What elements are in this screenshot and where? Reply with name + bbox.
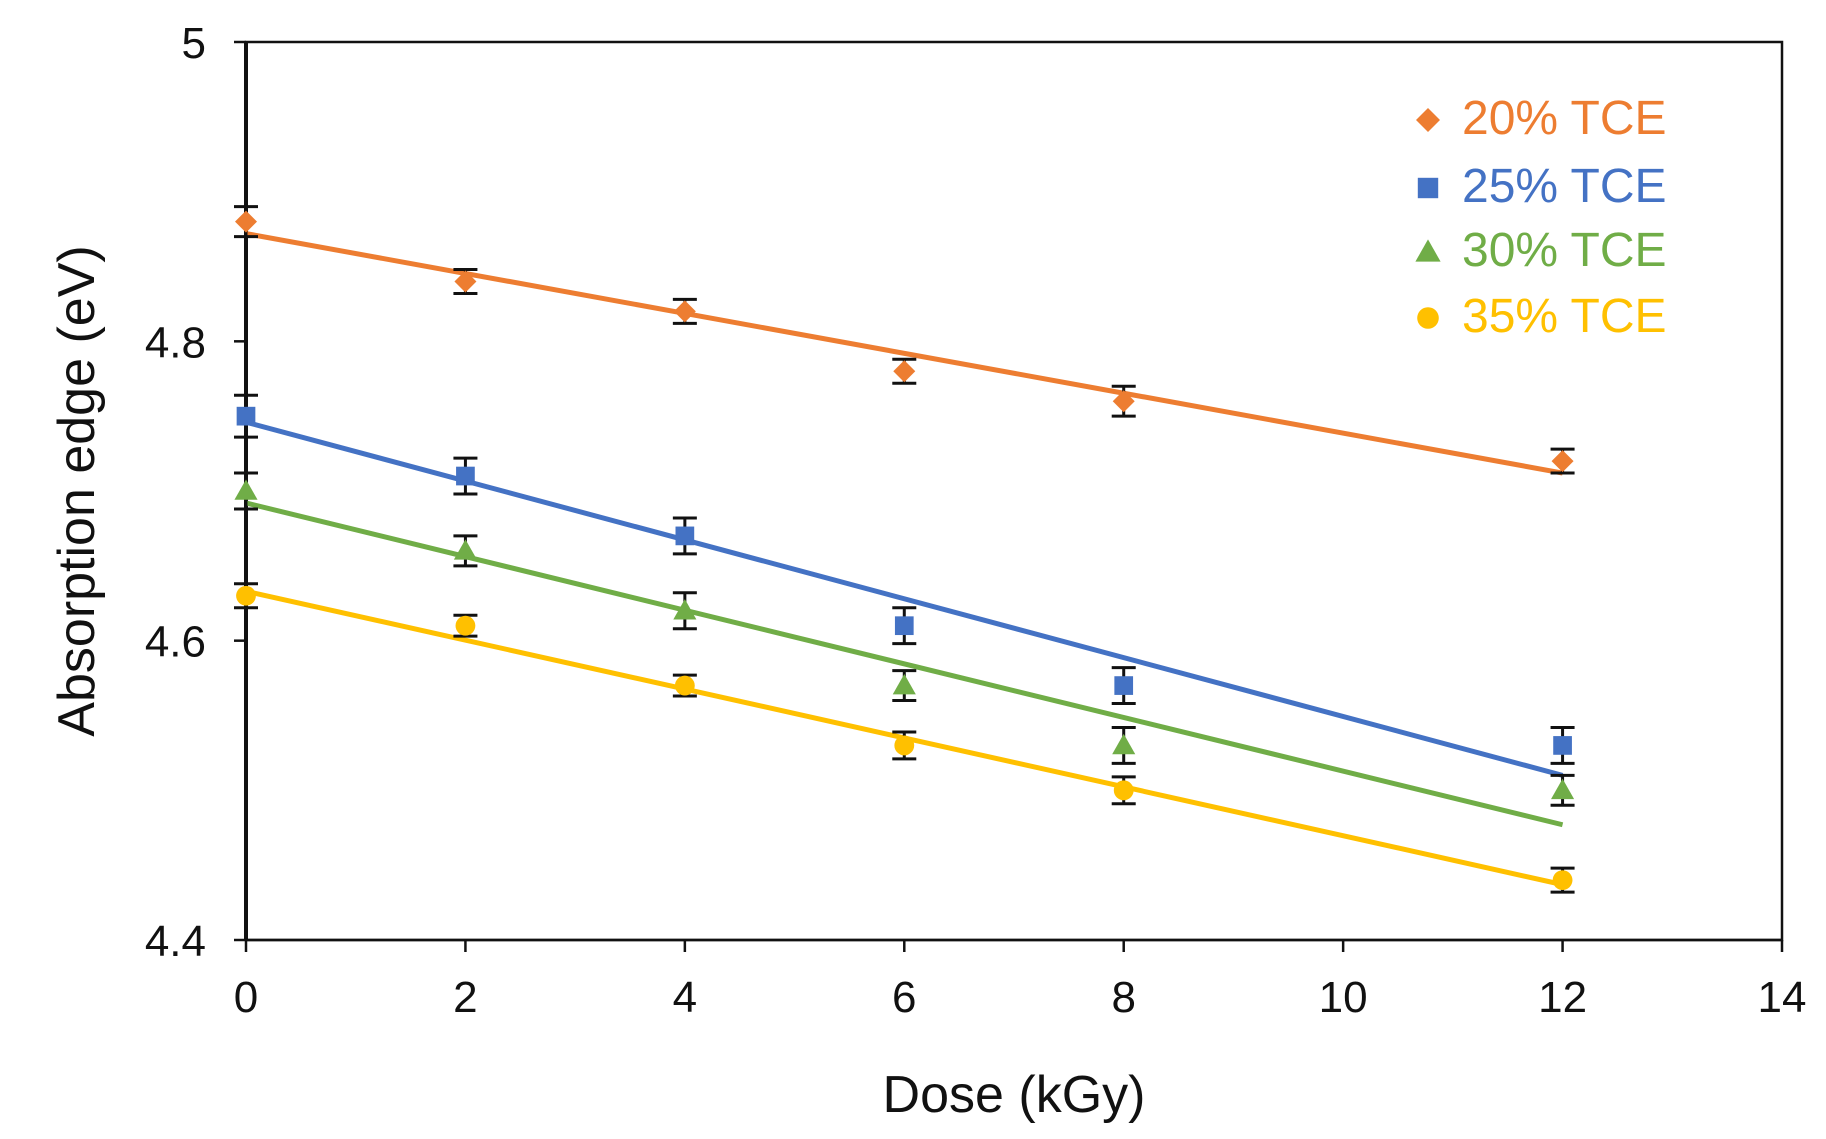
data-markers <box>234 210 1575 891</box>
point-35-tce <box>674 675 695 696</box>
fit-lines <box>245 231 1564 888</box>
point-35-tce <box>1113 780 1134 801</box>
point-30-tce <box>673 599 697 620</box>
point-35-tce <box>894 735 915 756</box>
x-axis-title: Dose (kGy) <box>883 1066 1146 1124</box>
fit-line-20-tce <box>245 231 1564 476</box>
y-axis-title: Absorption edge (eV) <box>48 245 106 736</box>
y-tick-label: 5 <box>182 19 206 68</box>
axis-ticks: 0 2 4 6 8 10 12 14 4.4 4.6 4.8 5 <box>145 19 1807 1022</box>
point-25-tce <box>675 526 695 546</box>
legend-marker-25-tce <box>1417 177 1439 199</box>
x-tick-label: 6 <box>892 973 916 1022</box>
x-tick-label: 2 <box>453 973 477 1022</box>
point-30-tce <box>453 539 477 560</box>
point-20-tce <box>1551 450 1574 473</box>
point-35-tce <box>1552 870 1573 891</box>
y-tick-label: 4.8 <box>145 318 206 367</box>
legend-label-35-tce: 35% TCE <box>1462 290 1667 343</box>
legend-marker-35-tce <box>1417 307 1439 329</box>
point-20-tce <box>1112 390 1135 413</box>
point-30-tce <box>892 674 916 695</box>
x-tick-label: 4 <box>673 973 697 1022</box>
legend-marker-20-tce <box>1416 108 1440 132</box>
x-tick-label: 12 <box>1538 973 1587 1022</box>
point-30-tce <box>234 479 258 500</box>
legend-label-25-tce: 25% TCE <box>1462 160 1667 213</box>
x-tick-label: 14 <box>1758 973 1807 1022</box>
fit-line-25-tce <box>245 419 1564 778</box>
y-tick-label: 4.4 <box>145 917 206 966</box>
x-tick-label: 0 <box>234 973 258 1022</box>
point-35-tce <box>455 615 476 636</box>
point-30-tce <box>1551 778 1575 800</box>
legend-label-20-tce: 20% TCE <box>1462 92 1667 145</box>
point-20-tce <box>673 300 696 323</box>
y-tick-label: 4.6 <box>145 618 206 667</box>
point-25-tce <box>894 616 914 636</box>
x-tick-label: 10 <box>1319 973 1368 1022</box>
fit-line-30-tce <box>245 500 1564 828</box>
point-20-tce <box>893 360 916 383</box>
point-35-tce <box>236 585 256 606</box>
legend: 20% TCE 25% TCE 30% TCE 35% TCE <box>1415 92 1667 343</box>
point-25-tce <box>456 466 475 486</box>
point-30-tce <box>1112 733 1136 755</box>
point-20-tce <box>454 270 477 293</box>
legend-label-30-tce: 30% TCE <box>1462 224 1667 277</box>
legend-marker-30-tce <box>1415 239 1441 262</box>
point-25-tce <box>236 406 256 426</box>
x-tick-label: 8 <box>1111 973 1135 1022</box>
point-25-tce <box>1114 676 1134 695</box>
point-20-tce <box>235 210 257 233</box>
point-25-tce <box>1553 736 1572 755</box>
